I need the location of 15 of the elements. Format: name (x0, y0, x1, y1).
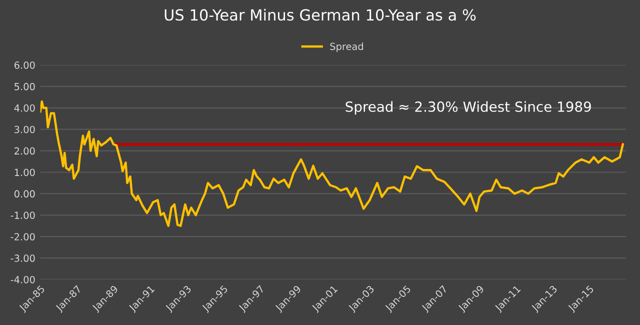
chart-title: US 10-Year Minus German 10-Year as a % (164, 8, 476, 21)
y-tick-label: -1.00 (10, 212, 35, 219)
y-tick-label: 6.00 (14, 61, 35, 69)
y-tick-label: 1.00 (14, 168, 35, 176)
legend-label: Spread (330, 42, 363, 52)
annotation: Spread ≈ 2.30% Widest Since 1989 (346, 101, 591, 115)
y-tick-label: -2.00 (10, 233, 35, 240)
line-series (40, 100, 624, 227)
y-tick-label: 0.00 (14, 190, 35, 198)
y-tick-label: -4.00 (10, 276, 35, 284)
y-tick-label: -3.00 (10, 254, 35, 262)
y-tick-label: 2.00 (14, 147, 35, 155)
y-tick-label: 4.00 (14, 104, 35, 112)
y-tick-label: 3.00 (14, 126, 35, 134)
y-tick-label: 5.00 (14, 82, 35, 90)
